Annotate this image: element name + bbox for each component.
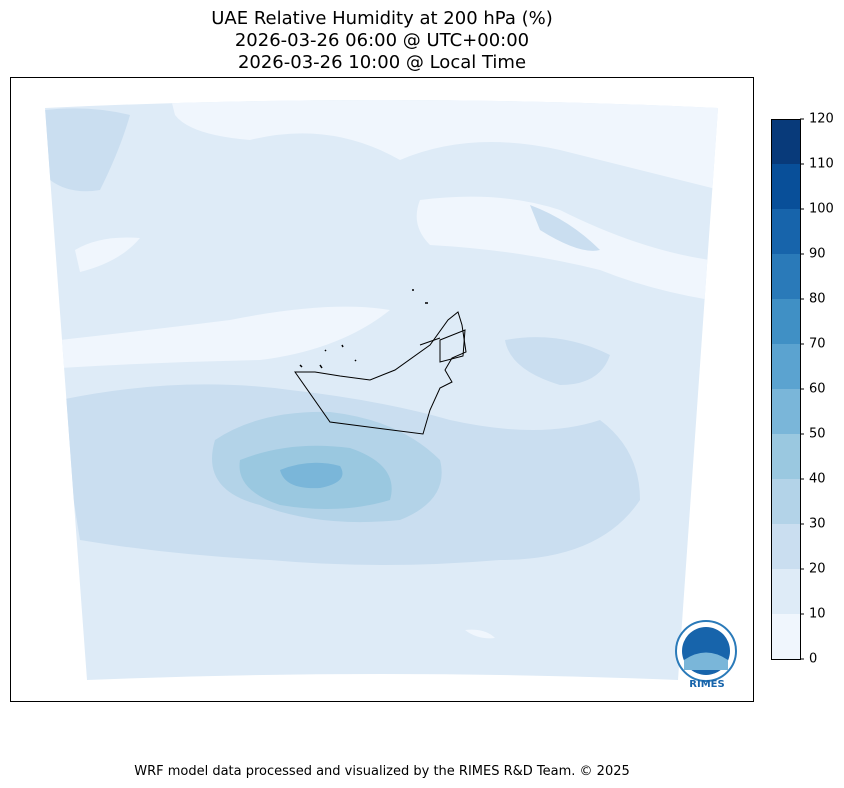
colorbar-bin [771,389,800,434]
colorbar-bin [771,119,800,164]
islands [299,289,428,369]
contour-fill [465,629,495,639]
contour-fill [75,237,140,272]
contour-fill [280,462,343,489]
colorbar-bin [771,524,800,569]
colorbar-tick-label: 100 [809,202,834,217]
colorbar-tick-label: 50 [809,427,826,442]
colorbar-bin [771,434,800,479]
colorbar-bin [771,569,800,614]
title-line: 2026-03-26 10:00 @ Local Time [238,52,526,73]
colorbar-bin [771,209,800,254]
colorbar-tick-label: 40 [809,472,826,487]
logo: RIMES [675,620,737,690]
colorbar: 0 10 20 30 40 50 60 70 80 90 100 110 120 [771,112,834,667]
title-line: UAE Relative Humidity at 200 hPa (%) [211,8,552,29]
colorbar-tick-label: 70 [809,337,826,352]
colorbar-bin [771,344,800,389]
contour-fill [45,108,130,192]
colorbar-tick-label: 120 [809,112,834,127]
colorbar-tick-label: 110 [809,157,834,172]
contour-fill [505,337,610,385]
contour-field [45,100,718,680]
colorbar-bin [771,299,800,344]
colorbar-bin [771,164,800,209]
colorbar-bin [771,614,800,659]
colorbar-tick-label: 20 [809,562,826,577]
colorbar-tick-label: 10 [809,607,826,622]
footer: WRF model data processed and visualized … [134,764,630,779]
colorbar-tick-label: 90 [809,247,826,262]
logo-wave [684,652,728,670]
uae-internal-border [419,329,466,363]
contour-fill [530,205,600,251]
colorbar-bin [771,254,800,299]
colorbar-tick-label: 80 [809,292,826,307]
colorbar-bin [771,479,800,524]
title-line: 2026-03-26 06:00 @ UTC+00:00 [235,30,529,51]
colorbar-tick-label: 60 [809,382,826,397]
colorbar-tick-label: 0 [809,652,817,667]
colorbar-tick-label: 30 [809,517,826,532]
logo-text: RIMES [689,679,724,690]
contour-fill [170,100,718,190]
contour-fill [416,196,710,300]
contour-fill [60,306,390,368]
